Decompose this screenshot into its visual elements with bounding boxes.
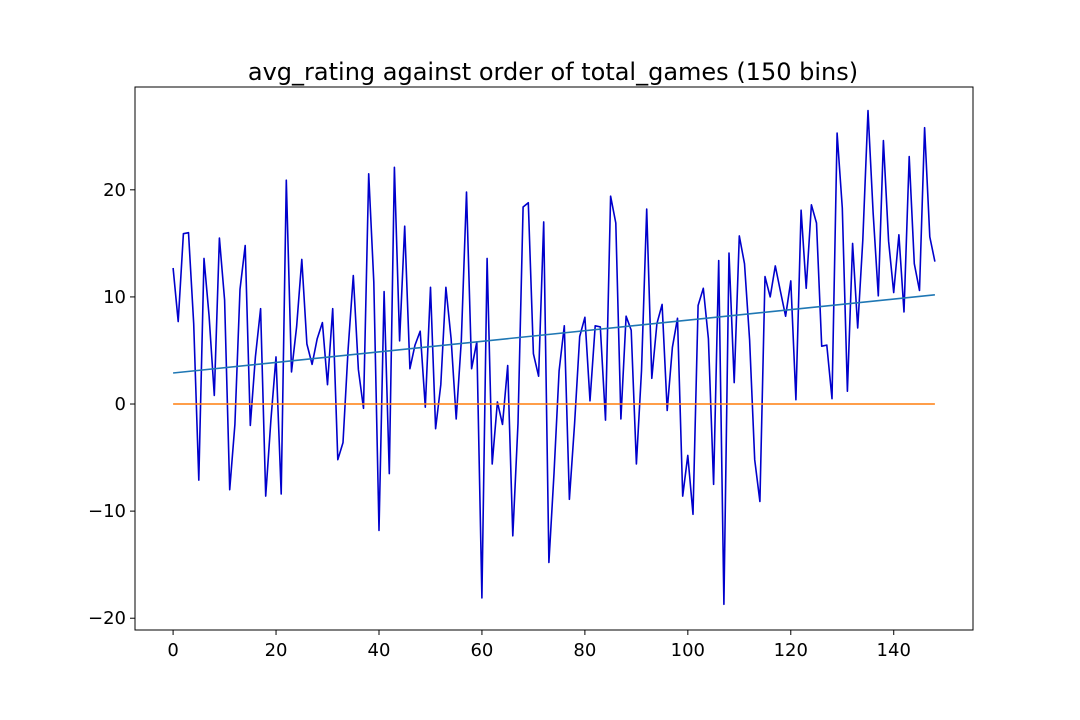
x-tick-label: 80 — [573, 640, 596, 661]
x-tick-label: 0 — [167, 640, 178, 661]
x-tick-label: 120 — [774, 640, 808, 661]
x-axis: 0 20 40 60 80 100 120 140 — [167, 630, 911, 661]
y-tick-label: 0 — [115, 394, 126, 415]
x-tick-label: 60 — [470, 640, 493, 661]
chart-title: avg_rating against order of total_games … — [248, 58, 858, 86]
plot-frame — [134, 86, 974, 631]
x-tick-label: 40 — [368, 640, 391, 661]
y-tick-label: −20 — [88, 608, 126, 629]
y-axis: −20 −10 0 10 20 — [88, 180, 135, 629]
y-tick-label: 10 — [103, 287, 126, 308]
x-tick-label: 20 — [265, 640, 288, 661]
y-tick-label: −10 — [88, 501, 126, 522]
series-line-1 — [173, 294, 935, 374]
series-line-0 — [172, 109, 936, 606]
x-tick-label: 140 — [877, 640, 911, 661]
y-tick-label: 20 — [103, 180, 126, 201]
plot-area — [172, 109, 936, 606]
x-tick-label: 100 — [671, 640, 705, 661]
